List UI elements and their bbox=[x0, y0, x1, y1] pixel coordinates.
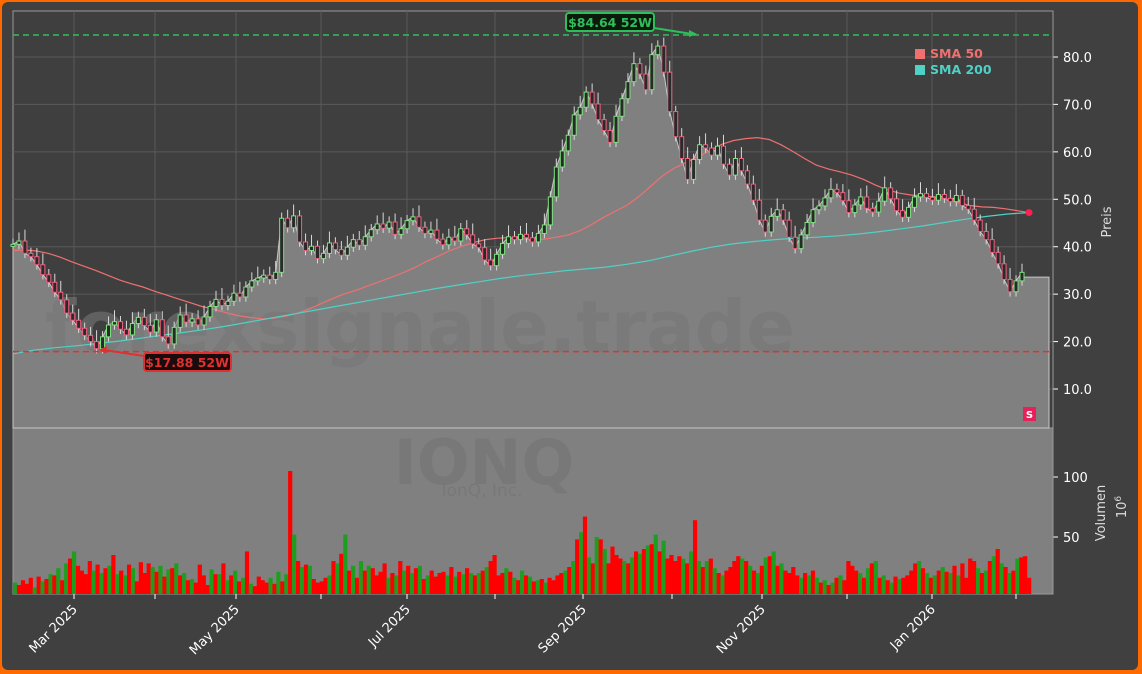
annotation-low-arrow bbox=[103, 349, 145, 357]
y-tick-label: 20.0 bbox=[1063, 336, 1092, 351]
y-tick-label: 60.0 bbox=[1063, 146, 1092, 161]
annotation-52w-high: $84.64 52W bbox=[565, 12, 697, 37]
volume-bars bbox=[13, 471, 1032, 594]
annotation-high-label: $84.64 52W bbox=[568, 15, 652, 30]
y-tick-label: 30.0 bbox=[1063, 288, 1092, 303]
candlesticks bbox=[10, 37, 1025, 354]
volume-tick-label: 50 bbox=[1063, 531, 1080, 546]
legend-swatch-sma200 bbox=[915, 65, 925, 75]
volume-axis-title: Volumen bbox=[1094, 485, 1109, 542]
y-axis-title: Preis bbox=[1100, 206, 1115, 237]
x-tick-label: Jan 2026 bbox=[887, 602, 939, 654]
legend-label-sma50: SMA 50 bbox=[930, 46, 983, 61]
volume-tick-label: 100 bbox=[1063, 471, 1088, 486]
arrow-head-icon bbox=[689, 30, 697, 37]
legend-label-sma200: SMA 200 bbox=[930, 62, 992, 77]
sell-signal-badge[interactable]: S bbox=[1023, 407, 1036, 421]
52w-lines bbox=[13, 34, 1053, 353]
x-tick-label: May 2025 bbox=[187, 602, 243, 658]
annotation-low-box bbox=[143, 352, 232, 372]
legend-swatch-sma50 bbox=[915, 49, 925, 59]
annotation-low-label: $17.88 52W bbox=[145, 355, 229, 370]
y-tick-label: 40.0 bbox=[1063, 241, 1092, 256]
x-tick-label: Jul 2025 bbox=[365, 602, 414, 651]
volume-panel bbox=[12, 427, 1054, 595]
annotation-52w-low: $17.88 52W bbox=[99, 346, 232, 372]
last-value-marker bbox=[1025, 209, 1033, 217]
x-tick-label: Nov 2025 bbox=[714, 602, 769, 657]
y-tick-label: 50.0 bbox=[1063, 193, 1092, 208]
sma200-line bbox=[12, 212, 1030, 355]
legend: SMA 50 SMA 200 bbox=[915, 46, 992, 77]
y-tick-label: 10.0 bbox=[1063, 383, 1092, 398]
signal-badge-label: S bbox=[1026, 410, 1033, 421]
signal-badge-bg bbox=[1023, 407, 1036, 421]
watermark-company: IonQ, Inc. bbox=[442, 481, 523, 501]
y-tick-label: 80.0 bbox=[1063, 51, 1092, 66]
annotation-high-box bbox=[565, 12, 655, 32]
volume-axis-unit: 106 bbox=[1114, 496, 1130, 519]
y-tick-label: 70.0 bbox=[1063, 98, 1092, 113]
annotation-high-arrow bbox=[653, 27, 693, 35]
x-tick-label: Mar 2025 bbox=[27, 602, 81, 656]
watermark-ticker: IONQ bbox=[394, 426, 574, 499]
arrow-head-icon bbox=[99, 346, 107, 354]
x-tick-label: Sep 2025 bbox=[536, 602, 590, 656]
